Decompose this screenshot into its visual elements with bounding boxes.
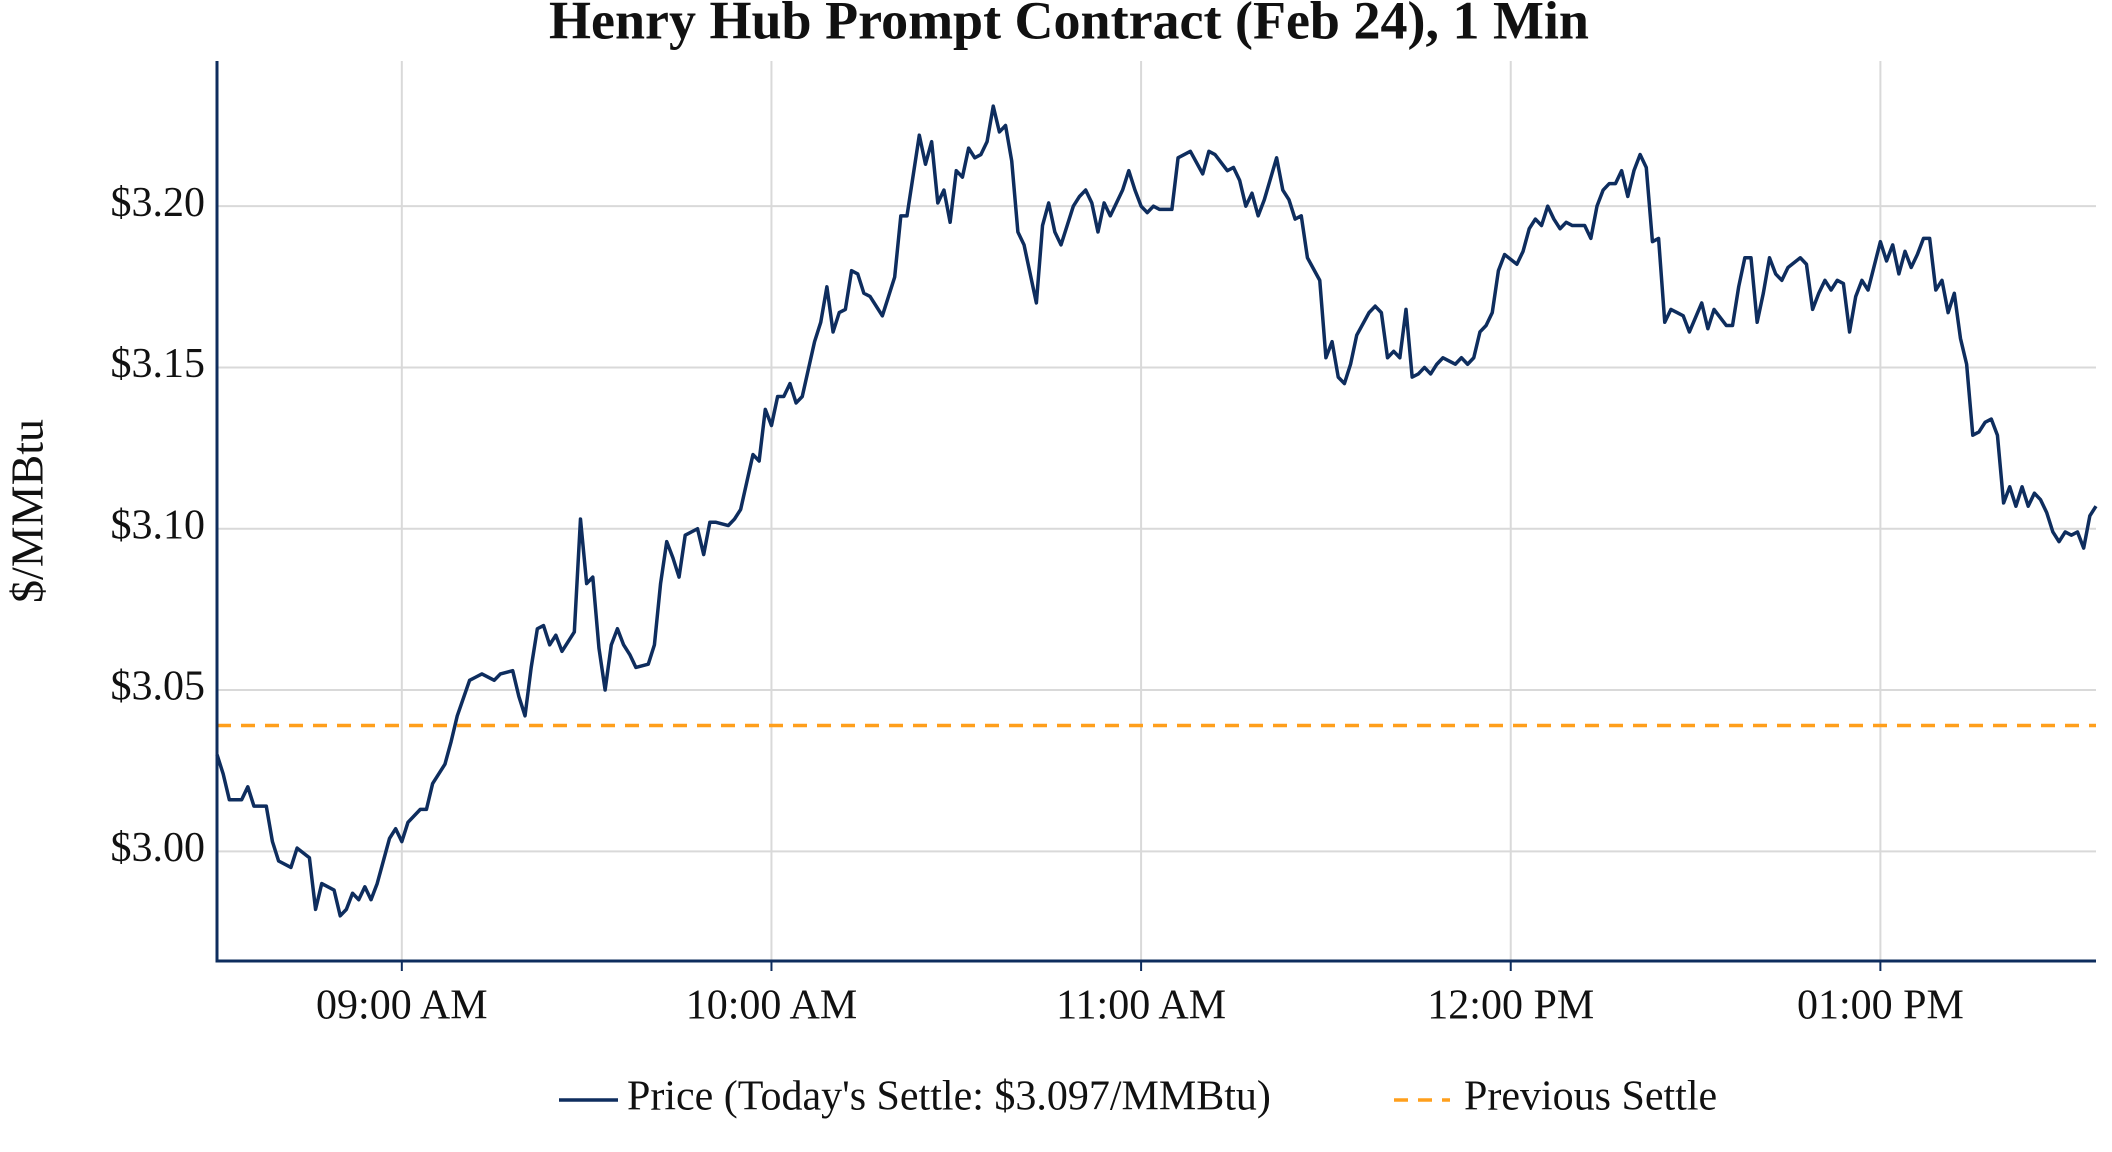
- y-tick-label: $3.20: [111, 180, 206, 226]
- x-tick-label: 12:00 PM: [1427, 983, 1594, 1029]
- y-tick-label: $3.05: [111, 664, 206, 710]
- grid: [217, 61, 2096, 961]
- x-tick-label: 11:00 AM: [1056, 983, 1226, 1029]
- axes: $3.00 $3.05 $3.10 $3.15 $3.20 09:00 AM 10:00 A…: [111, 61, 2096, 1029]
- x-tick-label: 01:00 PM: [1797, 983, 1964, 1029]
- legend-label[interactable]: Previous Settle: [1464, 1074, 1717, 1120]
- legend: Price (Today's Settle: $3.097/MMBtu) Pre…: [559, 1074, 1717, 1120]
- y-tick-label: $3.00: [111, 825, 206, 871]
- y-tick-label: $3.15: [111, 341, 206, 387]
- chart-title: Henry Hub Prompt Contract (Feb 24), 1 Mi…: [549, 0, 1589, 50]
- y-axis-label: $/MMBtu: [2, 419, 53, 603]
- legend-label[interactable]: Price (Today's Settle: $3.097/MMBtu): [627, 1074, 1271, 1120]
- plot-area: [215, 104, 2098, 918]
- x-tick-label: 10:00 AM: [686, 983, 858, 1029]
- x-tick-label: 09:00 AM: [316, 983, 488, 1029]
- y-tick-label: $3.10: [111, 502, 206, 548]
- price-line: [215, 104, 2098, 918]
